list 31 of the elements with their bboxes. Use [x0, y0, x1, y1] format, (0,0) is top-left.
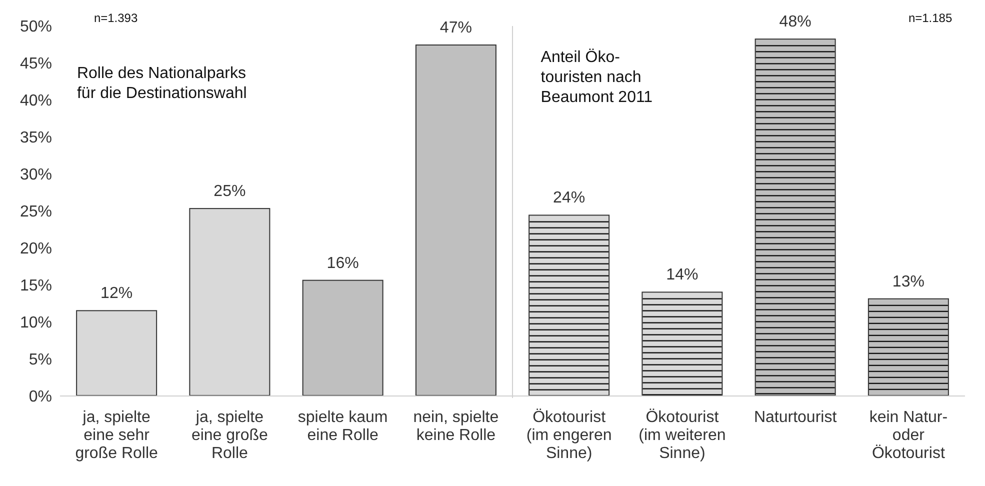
- data-label: 16%: [326, 254, 359, 272]
- annotation: Anteil Öko- touristen nach Beaumont 2011: [540, 48, 653, 106]
- x-tick-label: kein Natur- oder Ökotourist: [869, 409, 948, 462]
- annotation: Rolle des Nationalparks für die Destinationswahl: [76, 65, 247, 102]
- data-label: 25%: [214, 183, 246, 200]
- y-tick-label: 45%: [20, 56, 52, 73]
- data-label: 14%: [666, 266, 698, 284]
- data-label: 24%: [553, 190, 586, 207]
- y-tick-label: 20%: [20, 240, 52, 258]
- x-tick-label: nein, spielte keine Rolle: [413, 409, 499, 444]
- data-label: 12%: [100, 285, 133, 302]
- text: n=1.185: [908, 11, 952, 25]
- x-tick-label: ja, spielte eine große Rolle: [191, 409, 268, 462]
- data-label: 48%: [779, 14, 812, 31]
- x-tick-label: Ökotourist (im engeren Sinne): [526, 408, 612, 462]
- y-tick-label: 25%: [20, 204, 52, 221]
- y-tick-label: 15%: [20, 278, 52, 295]
- y-tick-label: 40%: [20, 92, 52, 110]
- y-tick-label: 10%: [20, 314, 52, 332]
- x-tick-label: spielte kaum eine Rolle: [298, 409, 388, 444]
- data-label: 47%: [440, 20, 472, 36]
- y-tick-label: 35%: [20, 130, 52, 147]
- x-tick-label: Naturtourist: [754, 409, 838, 426]
- x-tick-label: Ökotourist (im weiteren Sinne): [638, 408, 726, 462]
- y-tick-label: 5%: [28, 352, 52, 369]
- data-label: 13%: [892, 273, 924, 290]
- y-tick-label: 50%: [20, 18, 52, 36]
- y-tick-label: 0%: [28, 388, 52, 406]
- text: n=1.393: [94, 11, 138, 25]
- y-tick-label: 30%: [20, 166, 52, 184]
- x-tick-label: ja, spielte eine sehr große Rolle: [75, 409, 158, 462]
